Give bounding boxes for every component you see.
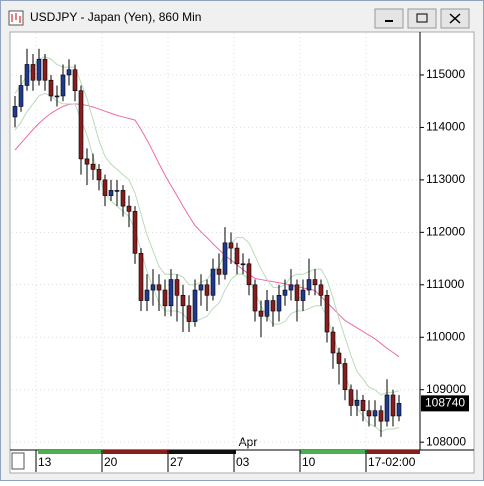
candle-body — [174, 279, 180, 296]
candle-body — [276, 294, 282, 312]
candle-body — [312, 279, 318, 286]
candle-body — [288, 284, 294, 291]
candle-body — [210, 268, 216, 296]
candle-body — [84, 158, 90, 165]
candle-body — [48, 79, 54, 97]
candle-body — [12, 106, 18, 118]
candle-body — [126, 205, 132, 212]
price-tag — [421, 395, 469, 412]
candle-body — [342, 363, 348, 391]
candle-body — [18, 85, 24, 107]
candle-body — [138, 253, 144, 301]
candle-body — [144, 289, 150, 301]
candle-body — [270, 300, 276, 312]
candle-body — [222, 242, 228, 275]
candle-body — [324, 294, 330, 333]
candle-body — [216, 268, 222, 275]
candle-body — [132, 211, 138, 254]
candle-body — [378, 410, 384, 422]
candle-body — [168, 279, 174, 307]
candle-body — [234, 247, 240, 265]
candle-body — [66, 69, 72, 76]
candle-body — [372, 410, 378, 417]
candle-body — [102, 179, 108, 196]
candle-body — [30, 64, 36, 81]
candle-body — [96, 169, 102, 181]
candle-body — [258, 310, 264, 317]
app-icon — [8, 10, 24, 26]
x-tick-label: 03 — [236, 455, 250, 469]
maximize-button[interactable] — [407, 8, 437, 29]
x-tick-label: 17-02:00 — [368, 455, 416, 469]
candle-body — [156, 284, 162, 291]
candle-body — [252, 284, 258, 312]
candle-body — [186, 305, 192, 322]
minimize-button[interactable] — [374, 8, 404, 29]
candle-body — [282, 289, 288, 296]
moving-average-line — [14, 56, 400, 396]
candle-body — [72, 69, 78, 92]
y-tick-label: 109000 — [426, 382, 466, 396]
candle-body — [150, 284, 156, 291]
candle-body — [306, 279, 312, 291]
candle-body — [390, 394, 396, 417]
x-tick-label: 10 — [302, 455, 316, 469]
candle-body — [204, 284, 210, 296]
candle-body — [294, 284, 300, 301]
session-strip — [11, 450, 420, 470]
candle-body — [36, 58, 42, 81]
candle-body — [396, 403, 402, 417]
candle-body — [300, 289, 306, 301]
candle-body — [348, 389, 354, 406]
candle-body — [180, 294, 186, 307]
candle-body — [60, 74, 66, 97]
candle-body — [354, 399, 360, 406]
y-tick-label: 108000 — [426, 434, 466, 448]
candle-body — [24, 64, 30, 86]
candle-body — [78, 90, 84, 160]
candle-body — [384, 394, 390, 422]
candle-body — [42, 58, 48, 81]
candle-body — [108, 190, 114, 196]
candle-body — [162, 289, 168, 307]
x-tick-label: 13 — [38, 455, 52, 469]
candle-body — [246, 263, 252, 286]
candle-body — [360, 399, 366, 412]
candle-body — [318, 284, 324, 296]
candle-body — [120, 190, 126, 207]
candle-body — [366, 410, 372, 417]
candle-body — [54, 95, 60, 98]
y-tick-label: 111000 — [426, 277, 465, 291]
close-button[interactable] — [440, 8, 470, 29]
x-tick-label: 27 — [170, 455, 184, 469]
candle-body — [240, 263, 246, 266]
candle-body — [336, 352, 342, 364]
y-tick-label: 113000 — [426, 172, 465, 186]
x-tick-label: 20 — [104, 455, 118, 469]
candle-body — [330, 331, 336, 354]
candle-body — [198, 284, 204, 291]
y-tick-label: 115000 — [426, 67, 465, 81]
candle-body — [228, 242, 234, 249]
window-title: USDJPY - Japan (Yen), 860 Min — [30, 10, 201, 24]
y-tick-label: 114000 — [426, 120, 465, 134]
candle-body — [192, 289, 198, 322]
price-tag-label: 108740 — [425, 396, 465, 410]
candle-body — [264, 300, 270, 317]
y-tick-label: 110000 — [426, 329, 465, 343]
candle-body — [90, 163, 96, 170]
candle-body — [114, 190, 120, 192]
y-tick-label: 112000 — [426, 225, 465, 239]
